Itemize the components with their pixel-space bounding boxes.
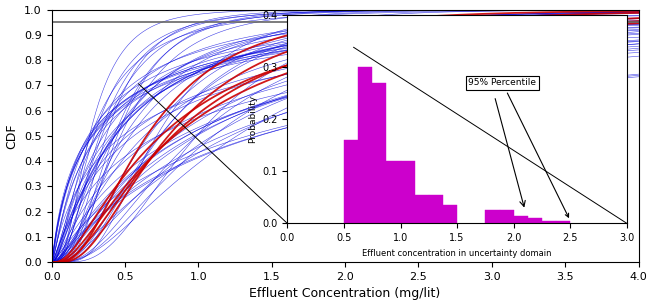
Bar: [485, 211, 500, 223]
Bar: [400, 161, 415, 223]
Bar: [415, 195, 429, 223]
X-axis label: Effluent concentration in uncertainty domain: Effluent concentration in uncertainty do…: [362, 249, 552, 258]
Bar: [372, 83, 387, 223]
Bar: [443, 205, 457, 223]
Bar: [500, 211, 514, 223]
Bar: [528, 218, 542, 223]
Bar: [387, 161, 400, 223]
Y-axis label: Probability: Probability: [247, 95, 257, 144]
Bar: [429, 195, 443, 223]
Bar: [556, 221, 570, 223]
Bar: [542, 221, 556, 223]
Y-axis label: CDF: CDF: [6, 123, 18, 149]
Text: 95% Percentile: 95% Percentile: [468, 78, 569, 217]
Bar: [358, 67, 372, 223]
Bar: [344, 140, 358, 223]
X-axis label: Effluent Concentration (mg/lit): Effluent Concentration (mg/lit): [249, 287, 441, 300]
Bar: [514, 215, 528, 223]
